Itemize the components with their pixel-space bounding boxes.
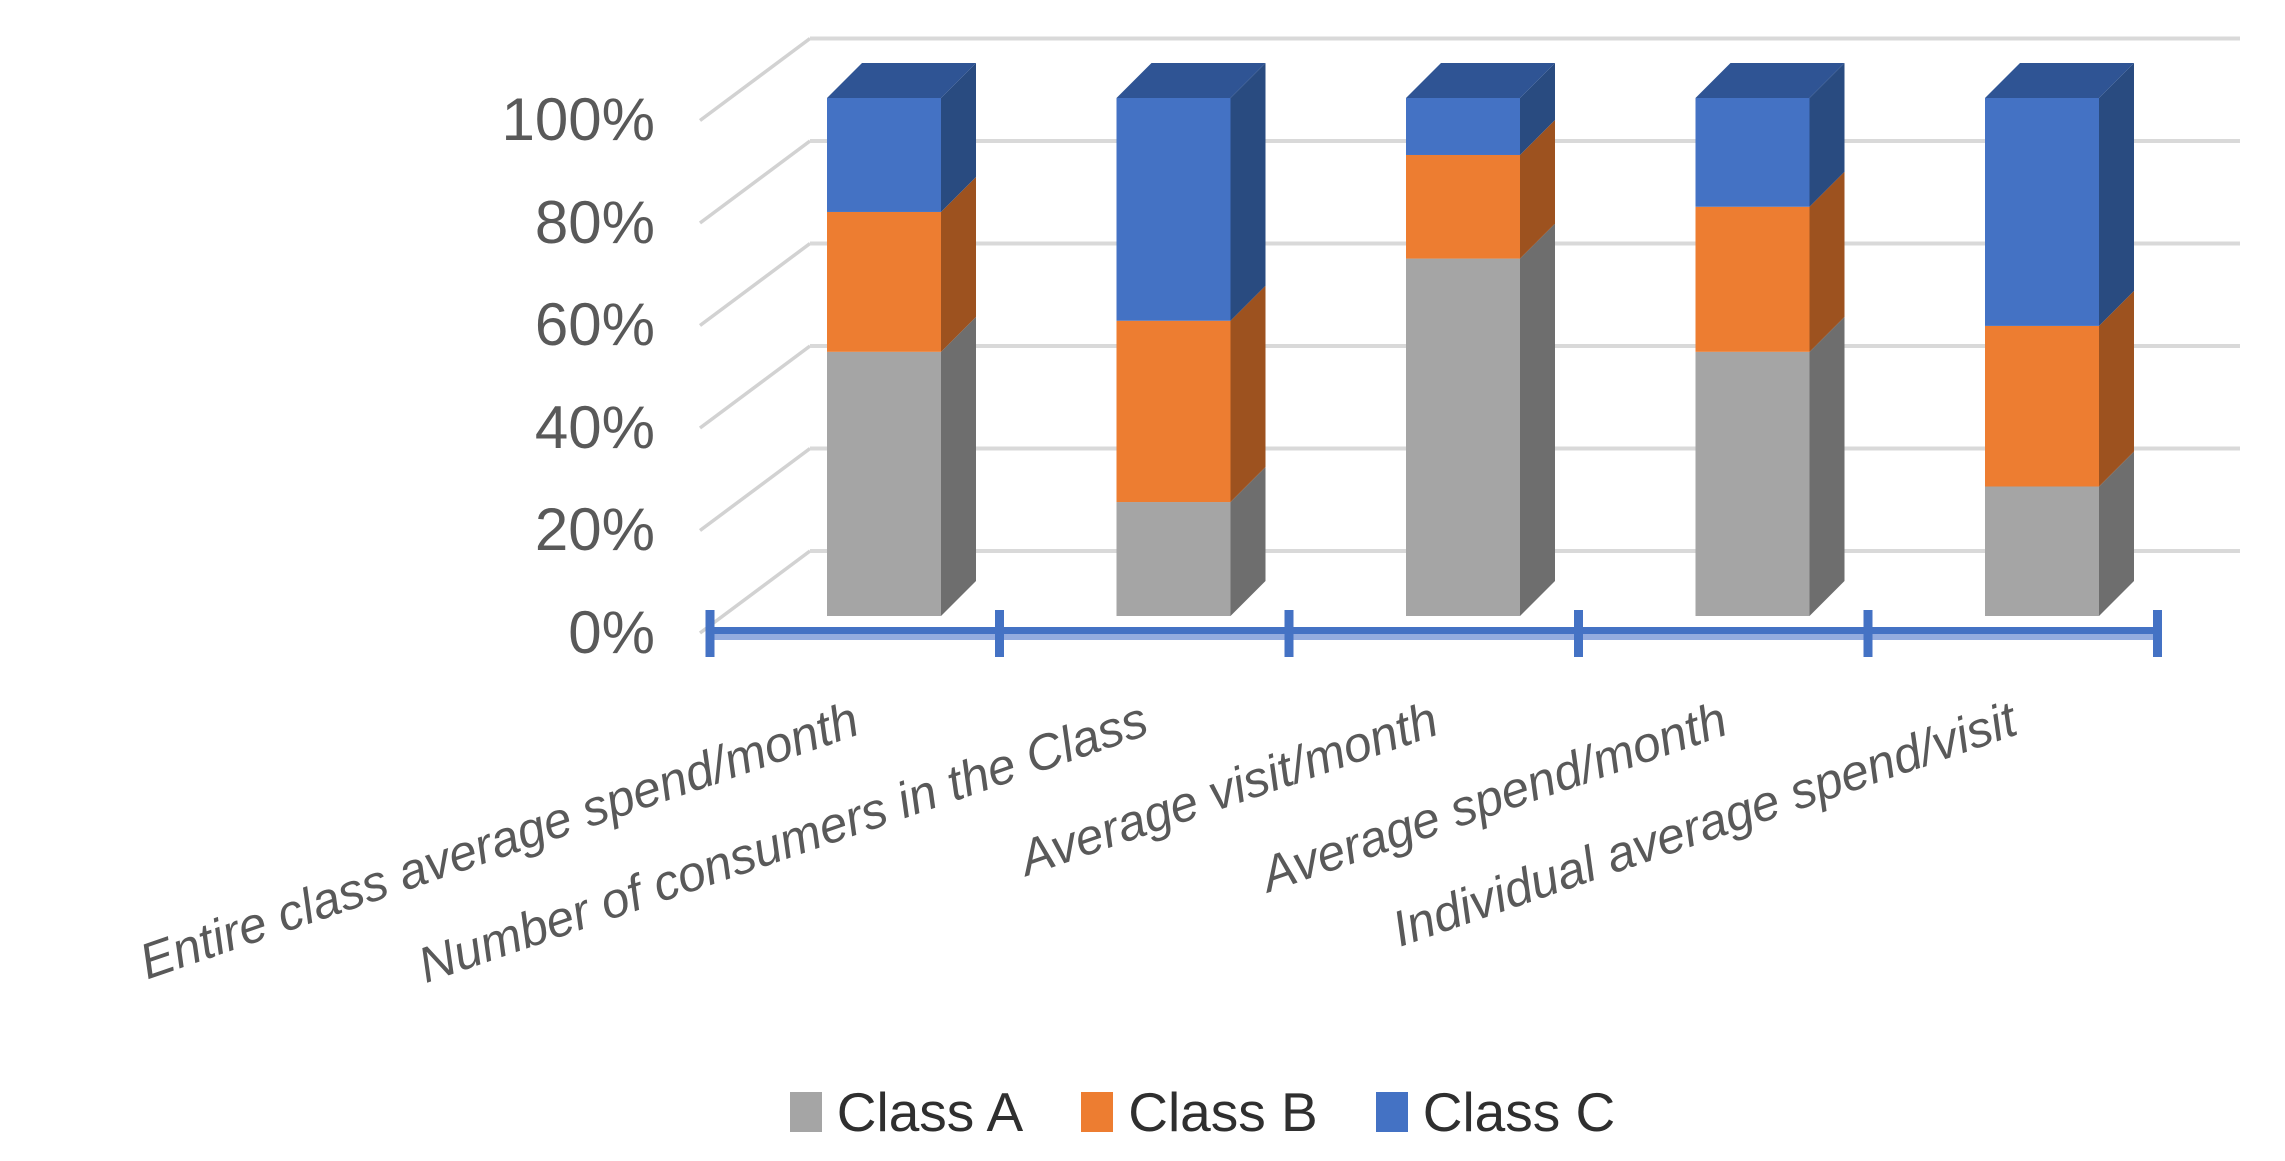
y-axis-tick-label: 80% bbox=[534, 189, 655, 256]
legend-label: Class B bbox=[1128, 1081, 1318, 1143]
legend-swatch-class-c bbox=[1375, 1092, 1408, 1132]
y-axis-tick-label: 100% bbox=[501, 86, 655, 153]
legend-label: Class A bbox=[836, 1081, 1024, 1143]
legend-label: Class C bbox=[1422, 1081, 1616, 1143]
legend-item-class-c: Class C bbox=[1375, 1081, 1616, 1143]
y-axis-tick-label: 20% bbox=[534, 496, 655, 563]
y-axis-tick-label: 60% bbox=[534, 291, 655, 358]
chart-legend: Class A Class B Class C bbox=[0, 1082, 2285, 1142]
legend-item-class-a: Class A bbox=[789, 1081, 1024, 1143]
legend-item-class-b: Class B bbox=[1081, 1082, 1318, 1142]
legend-swatch-class-a bbox=[789, 1092, 822, 1132]
y-axis-tick-label: 0% bbox=[568, 599, 655, 666]
legend-swatch-class-b bbox=[1081, 1092, 1114, 1132]
y-axis-tick-label: 40% bbox=[534, 394, 655, 461]
